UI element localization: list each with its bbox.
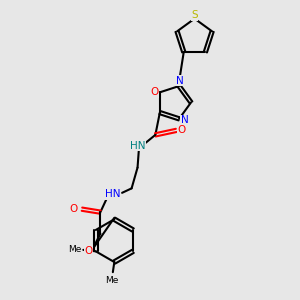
Text: O: O	[150, 87, 159, 97]
Text: HN: HN	[104, 189, 120, 199]
Text: O: O	[177, 125, 185, 135]
Text: N: N	[181, 115, 188, 125]
Text: O: O	[70, 204, 78, 214]
Text: N: N	[176, 76, 184, 86]
Text: S: S	[191, 10, 198, 20]
Text: Me: Me	[68, 245, 81, 254]
Text: HN: HN	[130, 141, 145, 151]
Text: O: O	[84, 246, 93, 256]
Text: Me: Me	[105, 276, 118, 285]
